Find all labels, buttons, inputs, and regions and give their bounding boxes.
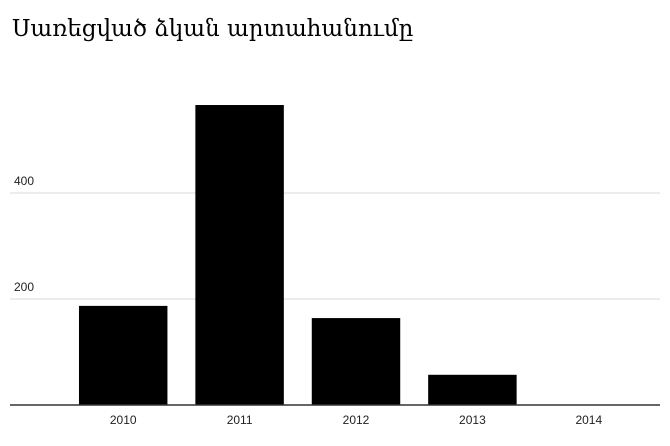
chart-title: Սառեցված ձկան արտահանումը [12, 16, 413, 42]
x-tick-label: 2010 [110, 413, 137, 427]
bar [78, 305, 168, 405]
x-tick-label: 2012 [343, 413, 370, 427]
bar [428, 374, 517, 405]
y-tick-label: 400 [14, 174, 34, 188]
bar [195, 105, 284, 406]
y-tick-label: 200 [14, 280, 34, 294]
x-tick-label: 2013 [459, 413, 486, 427]
x-tick-label: 2011 [227, 413, 253, 427]
bar [311, 318, 401, 405]
x-tick-label: 2014 [575, 413, 602, 427]
